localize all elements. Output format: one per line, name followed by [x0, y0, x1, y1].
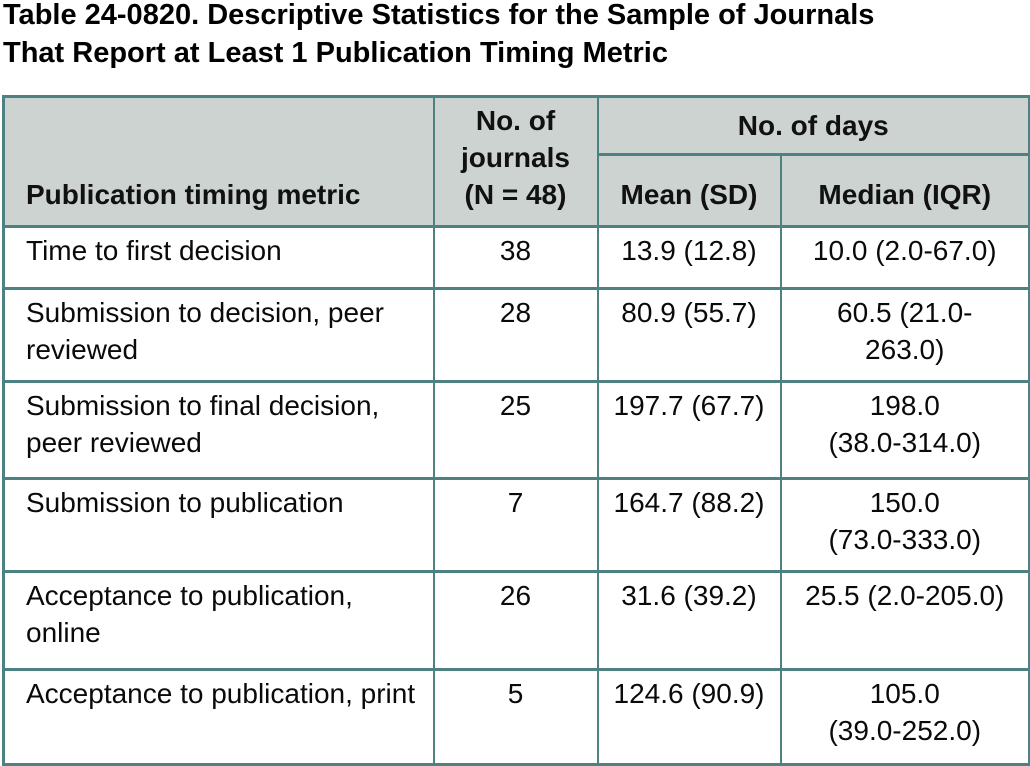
header-row-sub: Mean (SD) Median (IQR) — [4, 153, 1030, 228]
mean-cell: 164.7 (88.2) — [596, 477, 782, 573]
journals-cell: 28 — [432, 287, 599, 383]
metric-cell: Time to first decision — [2, 225, 435, 290]
median-cell: 60.5 (21.0- 263.0) — [779, 287, 1030, 383]
column-group-header-no-of-days: No. of days — [596, 95, 1030, 156]
journals-cell: 5 — [432, 668, 599, 766]
journals-cell: 26 — [432, 570, 599, 671]
median-cell: 10.0 (2.0-67.0) — [779, 225, 1030, 290]
journals-cell: 38 — [432, 225, 599, 290]
median-cell: 25.5 (2.0-205.0) — [779, 570, 1030, 671]
metric-cell: Submission to publication — [2, 477, 435, 573]
descriptive-statistics-table: Publication timing metric No. of journal… — [2, 95, 1030, 766]
table-row: Submission to final decision, peer revie… — [2, 380, 1030, 480]
median-cell: 150.0 (73.0-333.0) — [779, 477, 1030, 573]
table-row: Acceptance to publication, print 5 124.6… — [2, 668, 1030, 766]
mean-cell: 197.7 (67.7) — [596, 380, 782, 480]
metric-cell: Submission to decision, peer reviewed — [2, 287, 435, 383]
median-cell: 198.0 (38.0-314.0) — [779, 380, 1030, 480]
table-row: Submission to decision, peer reviewed 28… — [2, 287, 1030, 383]
metric-cell: Submission to final decision, peer revie… — [2, 380, 435, 480]
table-row: Submission to publication 7 164.7 (88.2)… — [2, 477, 1030, 573]
table-title: Table 24-0820. Descriptive Statistics fo… — [3, 0, 875, 69]
table-row: Time to first decision 38 13.9 (12.8) 10… — [2, 225, 1030, 290]
journals-cell: 25 — [432, 380, 599, 480]
mean-cell: 80.9 (55.7) — [596, 287, 782, 383]
journals-cell: 7 — [432, 477, 599, 573]
mean-cell: 31.6 (39.2) — [596, 570, 782, 671]
column-header-no-of-journals: No. of journals (N = 48) — [432, 95, 599, 228]
column-header-mean-sd: Mean (SD) — [596, 153, 782, 228]
column-header-publication-timing-metric: Publication timing metric — [2, 95, 435, 228]
metric-cell: Acceptance to publication, print — [2, 668, 435, 766]
column-header-median-iqr: Median (IQR) — [779, 153, 1030, 228]
mean-cell: 13.9 (12.8) — [596, 225, 782, 290]
metric-cell: Acceptance to publication, online — [2, 570, 435, 671]
header-row-group: Publication timing metric No. of journal… — [2, 95, 1030, 228]
table-row: Acceptance to publication, online 26 31.… — [2, 570, 1030, 671]
mean-cell: 124.6 (90.9) — [596, 668, 782, 766]
median-cell: 105.0 (39.0-252.0) — [779, 668, 1030, 766]
